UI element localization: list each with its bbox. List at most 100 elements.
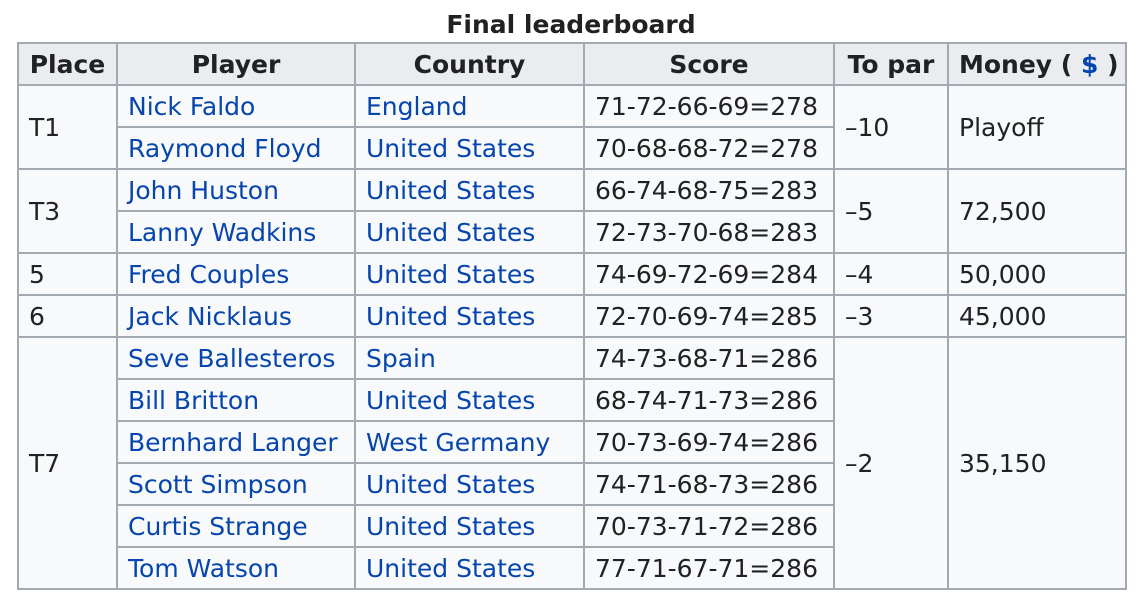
money-cell: Playoff	[947, 84, 1127, 170]
place-cell: 5	[17, 252, 118, 296]
country-link[interactable]: England	[366, 91, 468, 121]
place-cell: T7	[17, 336, 118, 590]
score-cell: 72-70-69-74=285	[583, 294, 835, 338]
table-row: Bernhard Langer West Germany 70-73-69-74=2…	[18, 420, 1126, 464]
money-cell: 50,000	[947, 252, 1127, 296]
table-row: Scott Simpson United States 74-71-68-73=28…	[18, 462, 1126, 506]
player-cell: Bernhard Langer	[116, 420, 356, 464]
country-cell: United States	[354, 252, 585, 296]
table-row: T3 John Huston United States 66-74-68-75=28…	[17, 168, 1127, 254]
table-row: Curtis Strange United States 70-73-71-72=2…	[18, 504, 1126, 548]
player-link[interactable]: Nick Faldo	[128, 91, 256, 121]
score-cell: 74-73-68-71=286	[583, 336, 835, 380]
score-cell: 68-74-71-73=286	[583, 378, 835, 422]
score-cell: 71-72-66-69=278	[583, 84, 835, 128]
score-cell: 70-73-69-74=286	[583, 420, 835, 464]
table-row: 5 Fred Couples United States 74-69-72-69=28…	[17, 252, 1127, 296]
header-money-suffix: )	[1107, 49, 1119, 79]
header-country: Country	[354, 42, 585, 86]
table-row: 6 Jack Nicklaus United States 72-70-69-74=2…	[17, 294, 1127, 338]
player-cell: Curtis Strange	[116, 504, 356, 548]
player-cell: Fred Couples	[116, 252, 356, 296]
place-cell: 6	[17, 294, 118, 338]
country-link[interactable]: United States	[366, 301, 536, 331]
header-to-par: To par	[833, 42, 949, 86]
country-cell: England	[354, 84, 585, 128]
money-cell: 35,150	[947, 336, 1127, 590]
table-row: Lanny Wadkins United States 72-73-70-68=28…	[18, 210, 1126, 254]
score-cell: 66-74-68-75=283	[583, 168, 835, 212]
table-caption: Final leaderboard	[446, 10, 696, 39]
player-cell: Seve Ballesteros	[116, 336, 356, 380]
country-cell: United States	[354, 504, 585, 548]
score-cell: 70-68-68-72=278	[583, 126, 835, 170]
country-link[interactable]: United States	[366, 385, 536, 415]
country-link[interactable]: United States	[366, 511, 536, 541]
player-cell: Bill Britton	[116, 378, 356, 422]
header-money: Money ( $ )	[947, 42, 1127, 86]
country-link[interactable]: United States	[366, 217, 536, 247]
to-par-cell: –5	[833, 168, 949, 254]
leaderboard-container: Final leaderboard Place Player Country S…	[17, 0, 1127, 590]
header-place: Place	[17, 42, 118, 86]
country-link[interactable]: United States	[366, 133, 536, 163]
player-cell: Raymond Floyd	[116, 126, 356, 170]
place-cell: T1	[17, 84, 118, 170]
player-link[interactable]: Curtis Strange	[128, 511, 308, 541]
player-link[interactable]: Raymond Floyd	[128, 133, 322, 163]
country-cell: United States	[354, 168, 585, 212]
header-score: Score	[583, 42, 835, 86]
country-link[interactable]: Spain	[366, 343, 436, 373]
player-link[interactable]: Scott Simpson	[128, 469, 308, 499]
country-cell: United States	[354, 294, 585, 338]
header-player: Player	[116, 42, 356, 86]
table-row: Raymond Floyd United States 70-68-68-72=27…	[18, 126, 1126, 170]
table-row: Tom Watson United States 77-71-67-71=286	[18, 546, 1126, 590]
country-cell: United States	[354, 126, 585, 170]
country-link[interactable]: United States	[366, 553, 536, 583]
player-cell: Jack Nicklaus	[116, 294, 356, 338]
to-par-cell: –2	[833, 336, 949, 590]
leaderboard-body: T1 Nick Faldo England 71-72-66-69=278 –10 Pla…	[17, 84, 1127, 590]
score-cell: 74-69-72-69=284	[583, 252, 835, 296]
dollar-link[interactable]: $	[1080, 49, 1099, 79]
country-cell: United States	[354, 210, 585, 254]
player-link[interactable]: Fred Couples	[128, 259, 290, 289]
header-money-prefix: Money (	[959, 49, 1073, 79]
player-cell: John Huston	[116, 168, 356, 212]
table-row: T7 Seve Ballesteros Spain 74-73-68-71=286 –2…	[17, 336, 1127, 590]
country-link[interactable]: United States	[366, 259, 536, 289]
country-cell: Spain	[354, 336, 585, 380]
header-row: Place Player Country Score To par Money …	[17, 42, 1127, 86]
player-cell: Nick Faldo	[116, 84, 356, 128]
country-cell: United States	[354, 462, 585, 506]
player-link[interactable]: Seve Ballesteros	[128, 343, 336, 373]
player-link[interactable]: Tom Watson	[128, 553, 280, 583]
score-cell: 74-71-68-73=286	[583, 462, 835, 506]
score-cell: 70-73-71-72=286	[583, 504, 835, 548]
country-cell: West Germany	[354, 420, 585, 464]
player-link[interactable]: Lanny Wadkins	[128, 217, 317, 247]
player-cell: Tom Watson	[116, 546, 356, 590]
money-cell: 72,500	[947, 168, 1127, 254]
player-link[interactable]: Bill Britton	[128, 385, 260, 415]
player-link[interactable]: John Huston	[128, 175, 279, 205]
country-cell: United States	[354, 378, 585, 422]
to-par-cell: –10	[833, 84, 949, 170]
country-link[interactable]: West Germany	[366, 427, 551, 457]
leaderboard-table: Place Player Country Score To par Money …	[17, 42, 1127, 590]
player-cell: Lanny Wadkins	[116, 210, 356, 254]
country-link[interactable]: United States	[366, 175, 536, 205]
player-link[interactable]: Jack Nicklaus	[128, 301, 292, 331]
player-cell: Scott Simpson	[116, 462, 356, 506]
to-par-cell: –4	[833, 252, 949, 296]
to-par-cell: –3	[833, 294, 949, 338]
table-row: T1 Nick Faldo England 71-72-66-69=278 –10 Pla…	[17, 84, 1127, 170]
country-cell: United States	[354, 546, 585, 590]
player-link[interactable]: Bernhard Langer	[128, 427, 338, 457]
money-cell: 45,000	[947, 294, 1127, 338]
table-row: Bill Britton United States 68-74-71-73=286	[18, 378, 1126, 422]
score-cell: 77-71-67-71=286	[583, 546, 835, 590]
country-link[interactable]: United States	[366, 469, 536, 499]
place-cell: T3	[17, 168, 118, 254]
